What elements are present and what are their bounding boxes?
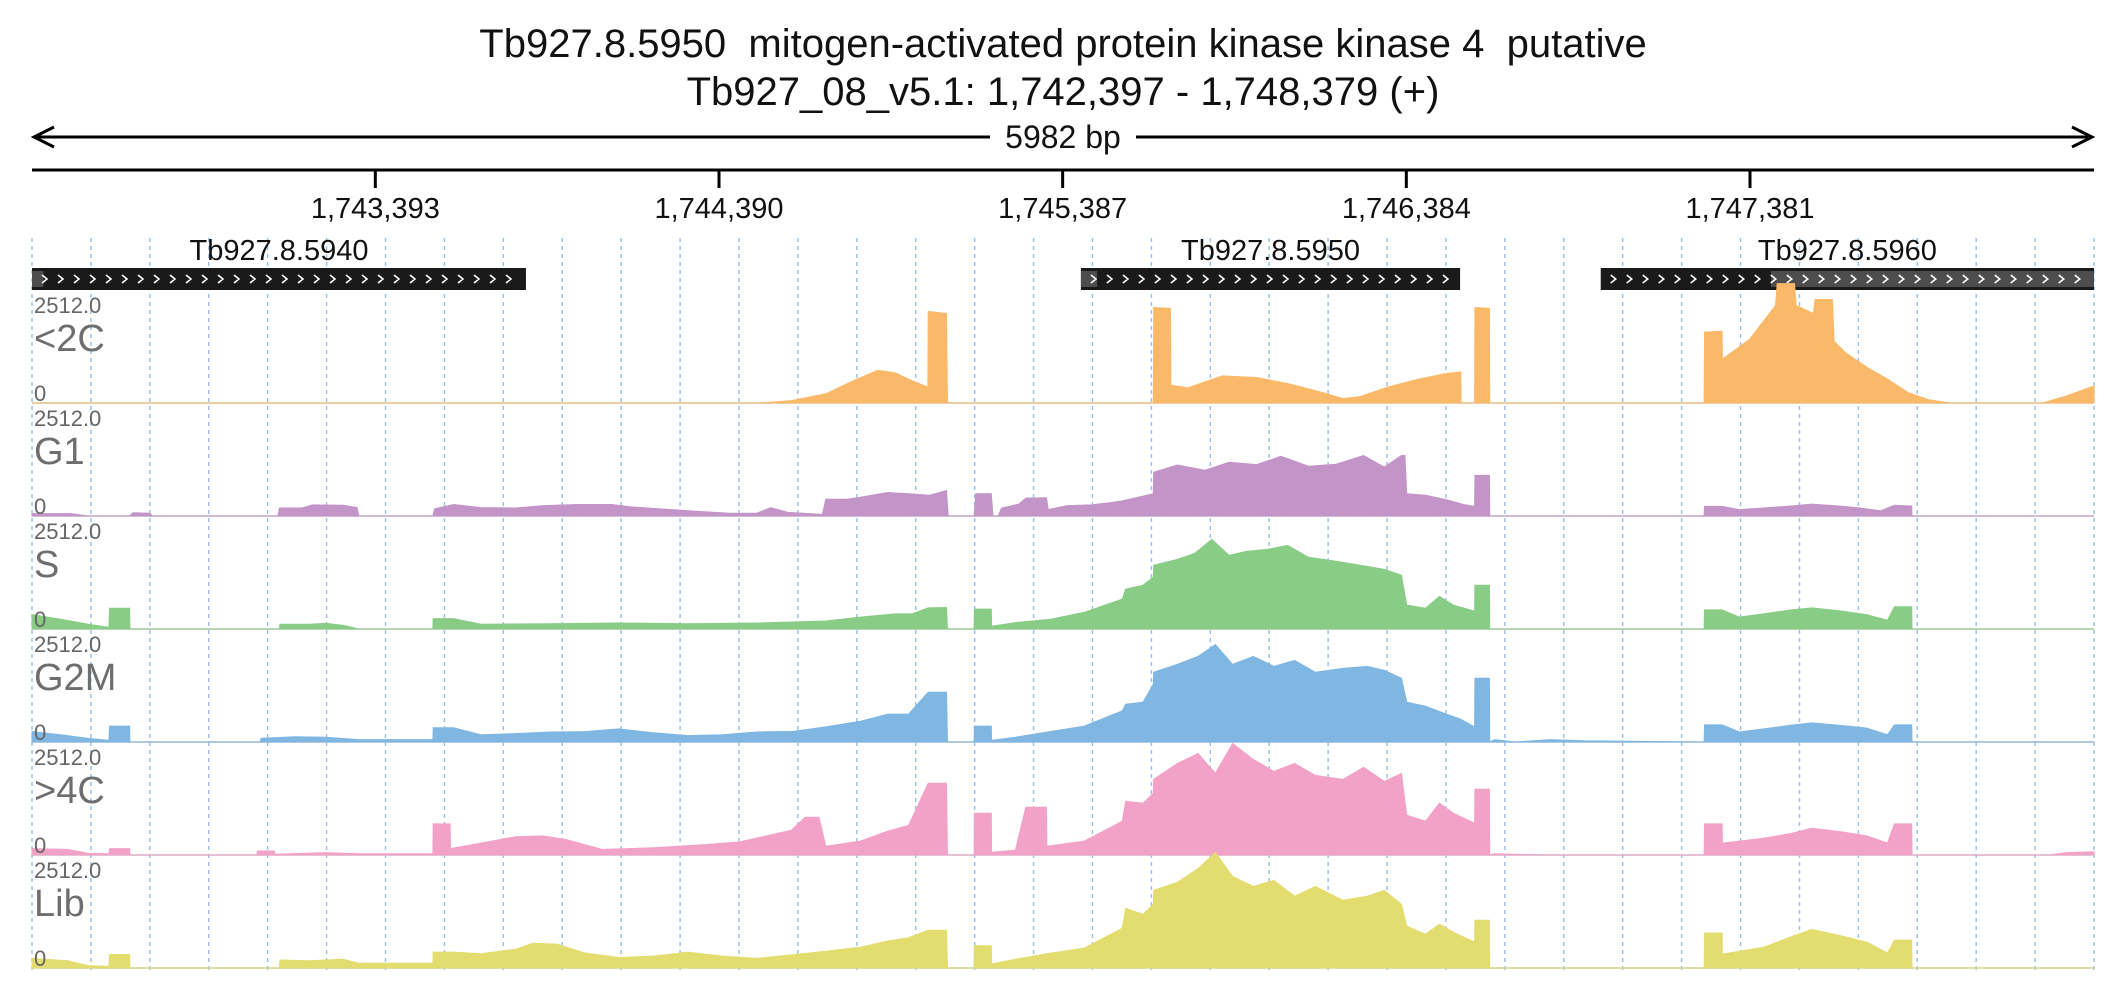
track-ymax-label: 2512.0 xyxy=(34,293,101,318)
track-name: Lib xyxy=(34,883,85,925)
track-zero-label: 0 xyxy=(34,833,46,858)
track-ymax-label: 2512.0 xyxy=(34,632,101,657)
axis-tick-label: 1,745,387 xyxy=(998,193,1127,225)
track-zero-label: 0 xyxy=(34,607,46,632)
span-label-bg xyxy=(990,120,1136,154)
track-name: G2M xyxy=(34,657,116,699)
strand-chevrons xyxy=(1090,274,1450,284)
track-name: >4C xyxy=(34,770,105,812)
coverage-area xyxy=(31,851,2094,969)
track-ymax-label: 2512.0 xyxy=(34,858,101,883)
gene-label: Tb927.8.5940 xyxy=(189,235,368,267)
gene-label: Tb927.8.5960 xyxy=(1758,235,1937,267)
coverage-area xyxy=(31,538,2094,630)
track-name: G1 xyxy=(34,431,85,473)
span-label: 5982 bp xyxy=(1005,119,1121,155)
gene-title: Tb927.8.5950 mitogen-activated protein k… xyxy=(479,22,1647,66)
axis-tick-label: 1,746,384 xyxy=(1342,193,1471,225)
strand-chevrons xyxy=(41,274,513,284)
figure-title: Tb927.8.5950 mitogen-activated protein k… xyxy=(0,20,2126,116)
track-zero-label: 0 xyxy=(34,720,46,745)
coverage-area xyxy=(31,643,2094,743)
track-ymax-label: 2512.0 xyxy=(34,519,101,544)
axis-tick-label: 1,744,390 xyxy=(654,193,783,225)
gene-utr xyxy=(1771,271,2094,287)
gene-utr xyxy=(1080,271,1098,287)
coverage-area xyxy=(31,454,2094,517)
axis-tick-label: 1,747,381 xyxy=(1685,193,1814,225)
coverage-area xyxy=(31,742,2095,856)
track-name: S xyxy=(34,544,59,586)
strand-chevrons xyxy=(1610,274,2082,284)
coverage-area xyxy=(32,283,2095,404)
gene-label: Tb927.8.5950 xyxy=(1181,235,1360,267)
locus-subtitle: Tb927_08_v5.1: 1,742,397 - 1,748,379 (+) xyxy=(686,70,1440,114)
track-zero-label: 0 xyxy=(34,381,46,406)
gene-utr xyxy=(32,271,44,287)
axis-tick-label: 1,743,393 xyxy=(311,193,440,225)
gene-model xyxy=(1080,268,1461,290)
track-name: <2C xyxy=(34,318,105,360)
track-zero-label: 0 xyxy=(34,494,46,519)
track-zero-label: 0 xyxy=(34,946,46,971)
span-arrow-left-head xyxy=(30,125,55,149)
track-ymax-label: 2512.0 xyxy=(34,745,101,770)
gene-model xyxy=(32,268,526,290)
span-arrow-right-head xyxy=(2071,125,2096,149)
track-ymax-label: 2512.0 xyxy=(34,406,101,431)
